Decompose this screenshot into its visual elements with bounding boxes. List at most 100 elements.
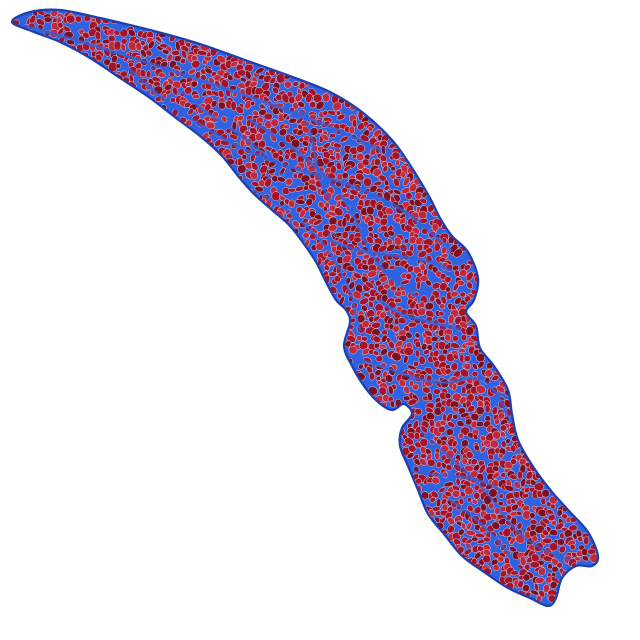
muscle-fiber	[336, 113, 346, 121]
muscle-fiber	[466, 496, 472, 503]
muscle-fiber	[135, 42, 143, 52]
muscle-fiber	[465, 271, 474, 282]
muscle-fiber	[115, 63, 121, 69]
muscle-fiber	[335, 161, 343, 171]
muscle-fiber	[450, 291, 459, 298]
muscle-fiber	[35, 18, 45, 26]
muscle-fiber	[498, 453, 504, 459]
muscle-fiber	[458, 432, 464, 439]
muscle-fiber	[529, 512, 536, 519]
muscle-fiber	[162, 49, 170, 55]
muscle-fiber	[328, 216, 338, 226]
collagen-wisp	[546, 512, 552, 516]
muscle-fiber	[463, 548, 472, 556]
muscle-fiber	[327, 211, 337, 217]
muscle-fiber	[327, 110, 336, 116]
muscle-fiber	[181, 49, 188, 59]
muscle-fiber	[173, 55, 182, 62]
muscle-fiber	[422, 386, 431, 394]
muscle-fiber	[268, 168, 276, 175]
muscle-fiber	[427, 392, 433, 402]
muscle-fiber	[429, 496, 436, 503]
muscle-fiber	[361, 158, 370, 167]
muscle-fiber	[392, 325, 400, 333]
muscle-fiber	[473, 444, 480, 452]
muscle-fiber	[120, 38, 128, 45]
muscle-fiber	[386, 243, 396, 252]
muscle-fiber	[263, 112, 273, 121]
muscle-fiber	[332, 101, 342, 111]
collagen-wisp	[276, 171, 284, 177]
muscle-fiber	[406, 452, 415, 459]
collagen-wisp	[115, 28, 124, 32]
muscle-fiber	[352, 290, 362, 300]
muscle-fiber	[301, 140, 310, 147]
muscle-fiber	[382, 165, 389, 173]
muscle-fiber	[191, 59, 201, 69]
muscle-fiber	[283, 80, 292, 89]
muscle-fiber	[420, 425, 429, 434]
collagen-wisp	[163, 42, 170, 49]
muscle-fiber	[549, 581, 558, 589]
muscle-fiber	[333, 275, 341, 283]
muscle-fiber	[269, 77, 276, 85]
muscle-fiber	[119, 28, 129, 38]
muscle-fiber	[171, 86, 179, 96]
muscle-fiber	[369, 185, 378, 193]
muscle-fiber	[458, 348, 467, 354]
muscle-fiber	[521, 493, 530, 499]
muscle-fiber	[416, 244, 424, 252]
muscle-fiber	[66, 14, 76, 24]
muscle-fiber	[216, 55, 227, 64]
collagen-septum	[328, 238, 452, 272]
collagen-wisp	[376, 346, 385, 349]
muscle-fiber	[408, 235, 417, 245]
muscle-fiber	[497, 500, 504, 507]
muscle-fiber	[480, 503, 487, 512]
collagen-wisp	[397, 177, 406, 180]
muscle-fiber	[577, 536, 583, 543]
muscle-fiber	[493, 418, 500, 425]
muscle-fiber	[497, 555, 505, 563]
muscle-fiber	[424, 302, 434, 311]
muscle-fiber	[312, 219, 323, 226]
muscle-fiber	[444, 392, 452, 400]
collagen-wisp	[404, 386, 412, 392]
muscle-fiber	[276, 73, 286, 84]
muscle-fiber	[272, 86, 279, 94]
muscle-fiber	[362, 254, 371, 260]
collagen-wisp	[458, 519, 463, 524]
muscle-fiber	[538, 590, 546, 598]
muscle-fiber	[464, 341, 475, 347]
muscle-fiber	[475, 384, 486, 395]
collagen-wisp	[291, 174, 295, 179]
muscle-fiber	[431, 223, 439, 232]
collagen-wisp	[160, 38, 166, 44]
muscle-fiber	[341, 172, 349, 180]
muscle-fiber	[367, 270, 378, 278]
muscle-fiber	[237, 164, 247, 174]
muscle-fiber	[283, 124, 290, 130]
muscle-fiber	[292, 220, 300, 228]
collagen-wisp	[332, 146, 340, 150]
muscle-fiber	[127, 41, 137, 52]
muscle-fiber	[388, 265, 396, 270]
muscle-fiber	[451, 335, 459, 342]
muscle-fiber	[448, 314, 455, 325]
muscle-fiber	[185, 41, 191, 48]
muscle-fiber	[284, 153, 290, 161]
muscle-fiber	[538, 567, 546, 576]
muscle-fiber	[75, 15, 82, 23]
muscle-fiber	[368, 300, 374, 309]
muscle-fiber	[348, 125, 355, 134]
muscle-fiber	[302, 146, 309, 153]
muscle-fiber	[408, 444, 417, 453]
muscle-fiber	[405, 273, 413, 280]
muscle-fiber	[445, 428, 454, 436]
muscle-fiber	[476, 421, 485, 428]
muscle-fiber	[551, 565, 559, 573]
muscle-fiber	[414, 408, 423, 416]
muscle-fiber	[520, 478, 527, 487]
muscle-fiber	[398, 378, 406, 388]
muscle-fiber	[418, 355, 426, 365]
